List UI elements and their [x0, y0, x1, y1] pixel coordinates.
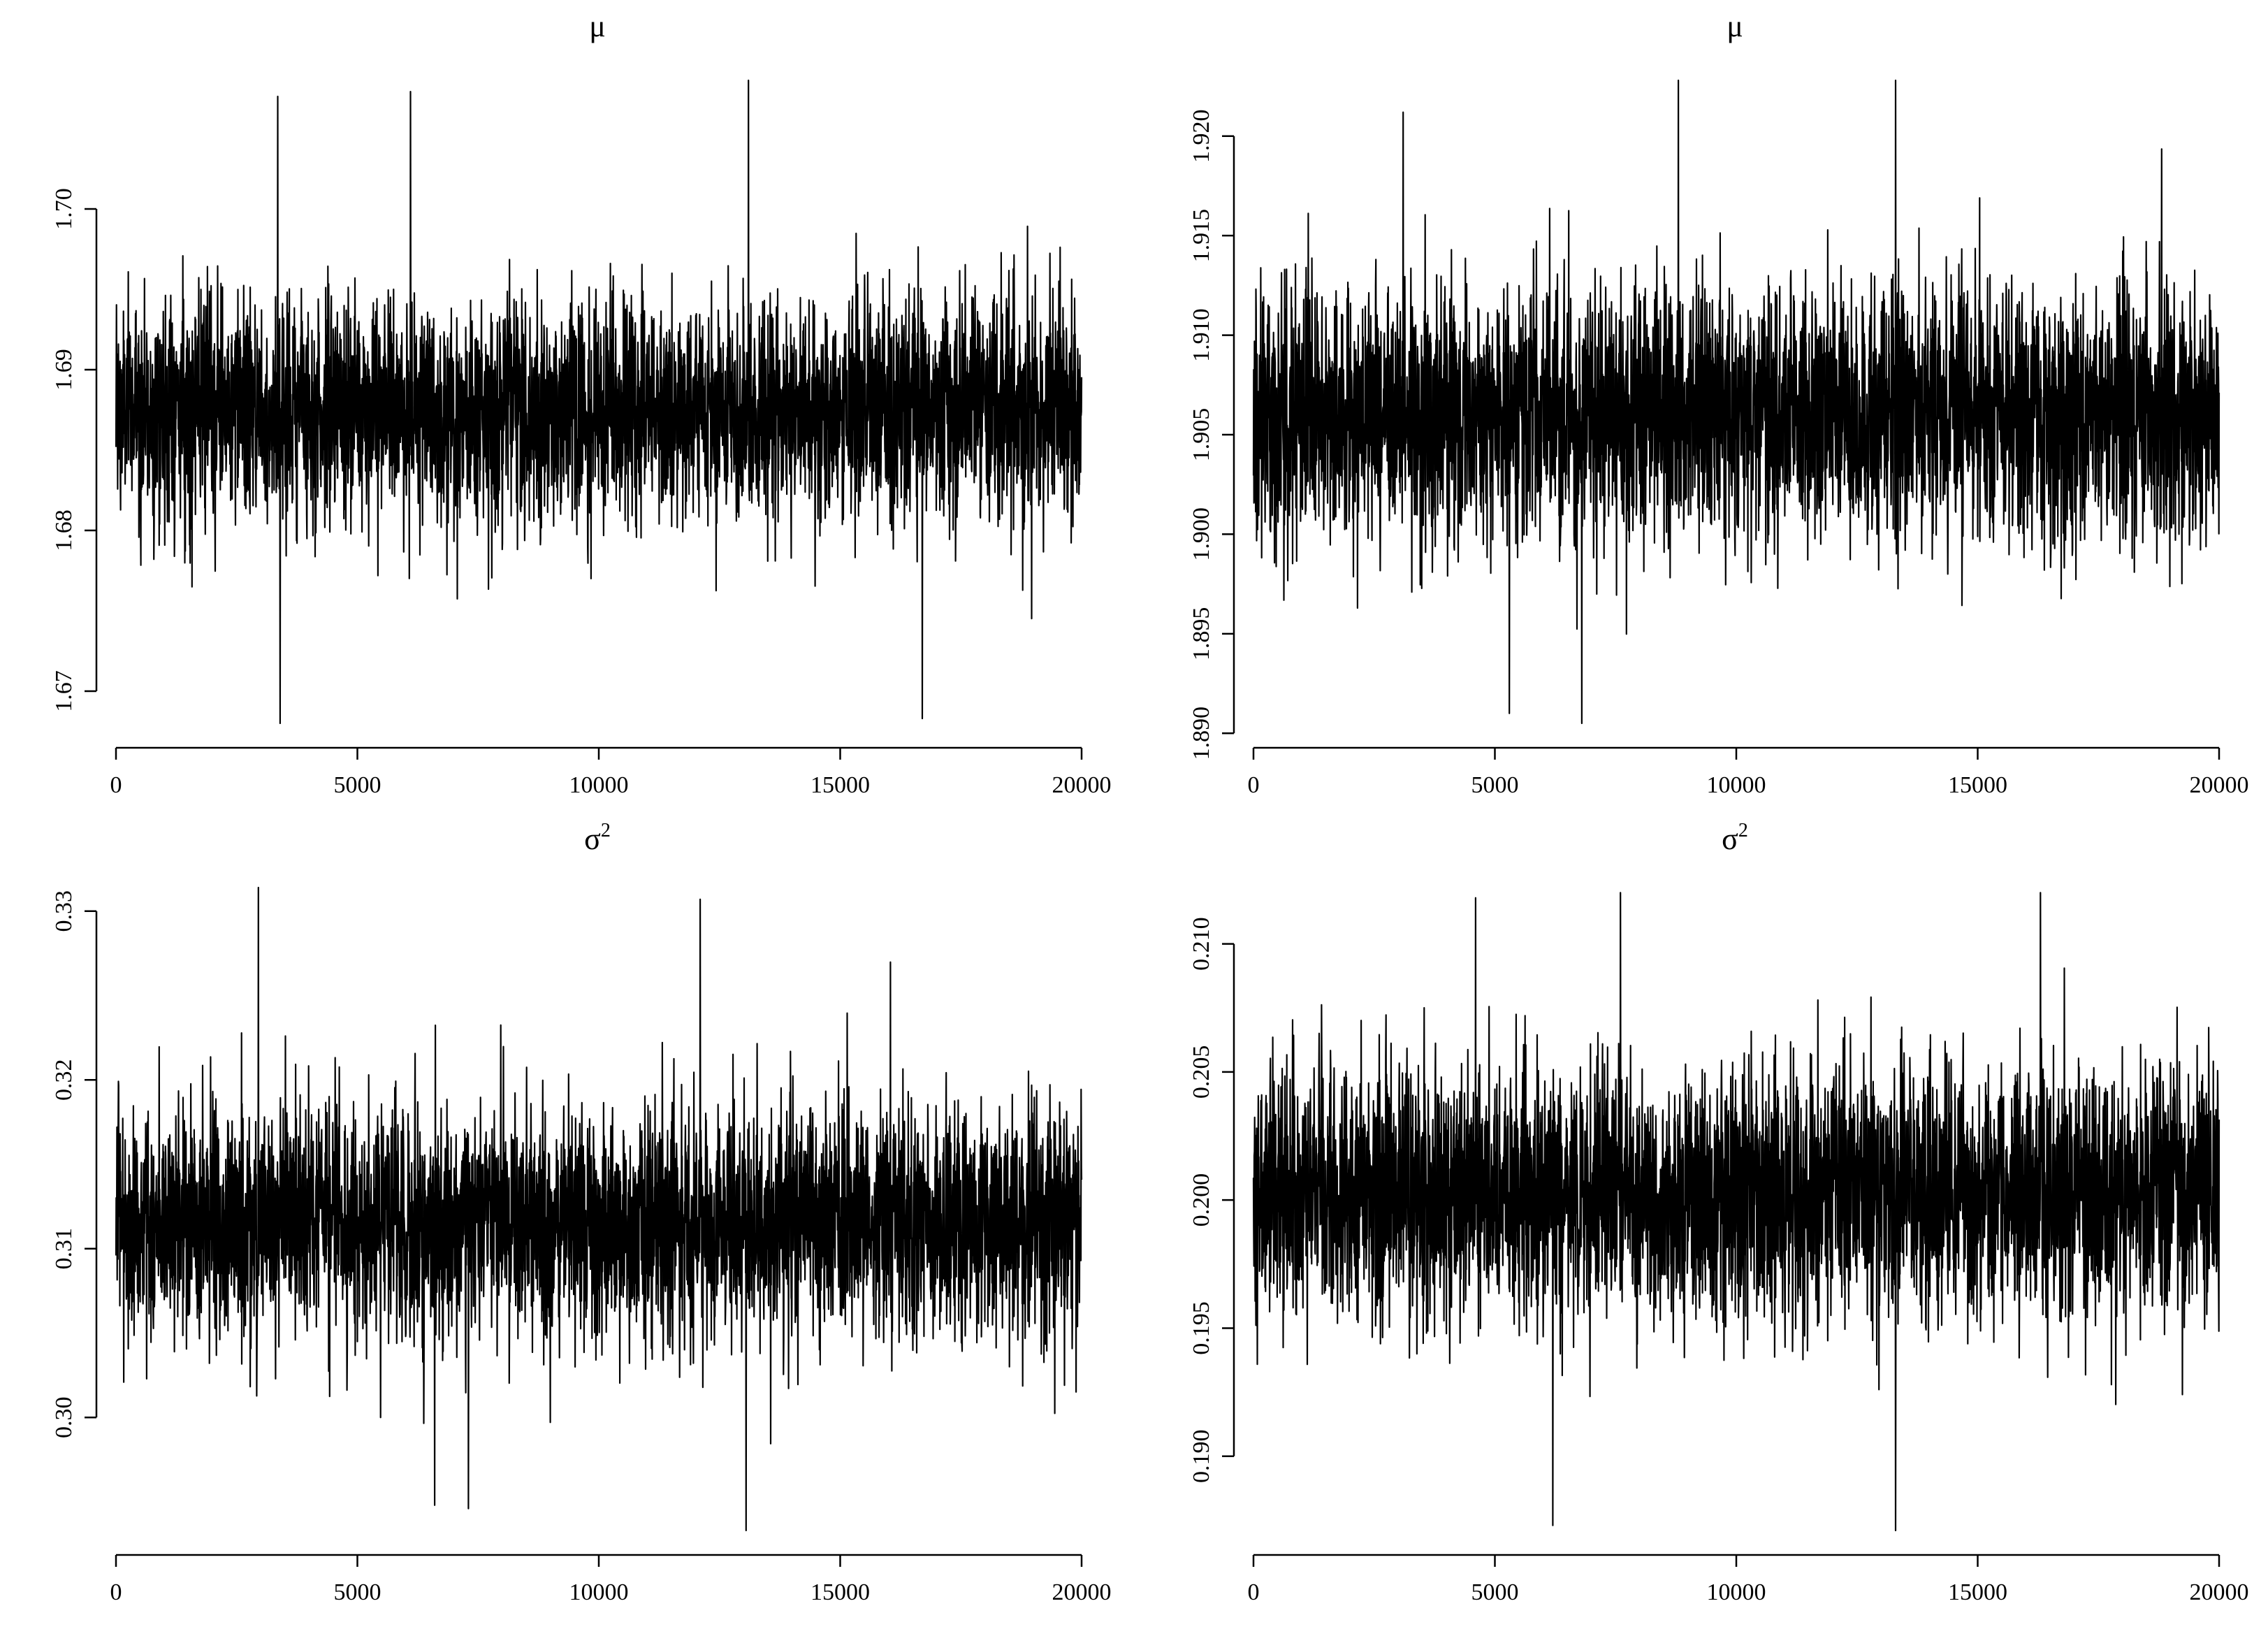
x-tick-label: 10000 [1707, 772, 1766, 798]
y-tick-label: 0.31 [51, 1228, 77, 1270]
trace-line [1252, 79, 2220, 725]
x-tick-label: 20000 [2190, 772, 2249, 798]
x-tick-label: 15000 [810, 1579, 870, 1605]
panel-mu-left: μ 1.67 1.68 1.69 1.70 0 5000 10000 15000 20000 [51, 9, 1112, 798]
x-tick-label: 0 [1248, 1579, 1260, 1605]
x-axis: 0 5000 10000 15000 20000 [1248, 746, 2249, 798]
y-axis: 1.67 1.68 1.69 1.70 [51, 188, 98, 712]
trace-line [1252, 892, 2220, 1532]
y-axis: 1.890 1.895 1.900 1.905 1.910 1.915 1.920 [1188, 110, 1235, 760]
x-tick-label: 0 [110, 772, 122, 798]
y-tick-label: 0.190 [1188, 1429, 1214, 1483]
trace-series [1252, 892, 2220, 1532]
y-tick-label: 1.890 [1188, 707, 1214, 760]
x-tick-label: 10000 [1707, 1579, 1766, 1605]
x-tick-label: 15000 [1948, 772, 2007, 798]
x-tick-label: 15000 [1948, 1579, 2007, 1605]
x-tick-label: 10000 [569, 772, 629, 798]
x-tick-label: 0 [110, 1579, 122, 1605]
y-tick-label: 0.210 [1188, 917, 1214, 971]
x-tick-label: 5000 [1471, 1579, 1519, 1605]
x-axis: 0 5000 10000 15000 20000 [110, 1554, 1112, 1605]
y-tick-label: 1.920 [1188, 110, 1214, 164]
x-tick-label: 5000 [334, 772, 381, 798]
x-axis: 0 5000 10000 15000 20000 [1248, 1554, 2249, 1605]
y-axis: 0.30 0.31 0.32 0.33 [51, 890, 98, 1438]
x-axis: 0 5000 10000 15000 20000 [110, 746, 1112, 798]
trace-series [115, 79, 1083, 725]
y-tick-label: 0.33 [51, 890, 77, 932]
x-tick-label: 5000 [1471, 772, 1519, 798]
y-tick-label: 1.69 [51, 349, 77, 391]
x-tick-label: 20000 [2190, 1579, 2249, 1605]
y-tick-label: 1.900 [1188, 507, 1214, 561]
x-tick-label: 10000 [569, 1579, 629, 1605]
x-tick-label: 20000 [1052, 772, 1112, 798]
y-tick-label: 0.200 [1188, 1173, 1214, 1227]
y-tick-label: 1.915 [1188, 209, 1214, 263]
panel-sigma2-left: σ2 0.30 0.31 0.32 0.33 0 5000 10000 15000 20000 [51, 820, 1112, 1605]
x-tick-label: 15000 [810, 772, 870, 798]
y-tick-label: 1.895 [1188, 607, 1214, 661]
y-tick-label: 1.68 [51, 509, 77, 551]
panel-sigma2-right: σ2 0.190 0.195 0.200 0.205 0.210 0 5000 10000 1… [1188, 820, 2249, 1605]
trace-series [1252, 79, 2220, 725]
panel-title: μ [589, 9, 606, 43]
y-axis: 0.190 0.195 0.200 0.205 0.210 [1188, 917, 1235, 1483]
y-tick-label: 0.195 [1188, 1301, 1214, 1355]
y-tick-label: 1.67 [51, 670, 77, 712]
panel-title: μ [1727, 9, 1743, 43]
x-tick-label: 0 [1248, 772, 1260, 798]
y-tick-label: 1.905 [1188, 408, 1214, 462]
panel-title: σ2 [1722, 820, 1748, 856]
trace-line [115, 886, 1083, 1532]
x-tick-label: 20000 [1052, 1579, 1112, 1605]
trace-series [115, 886, 1083, 1532]
y-tick-label: 0.30 [51, 1396, 77, 1438]
y-tick-label: 0.205 [1188, 1045, 1214, 1099]
y-tick-label: 0.32 [51, 1059, 77, 1101]
trace-line [115, 79, 1083, 725]
y-tick-label: 1.70 [51, 188, 77, 230]
panel-title: σ2 [584, 820, 611, 856]
y-tick-label: 1.910 [1188, 308, 1214, 362]
panel-mu-right: μ 1.890 1.895 1.900 1.905 1.910 1.915 1.920 0 5… [1188, 9, 2249, 798]
x-tick-label: 5000 [334, 1579, 381, 1605]
